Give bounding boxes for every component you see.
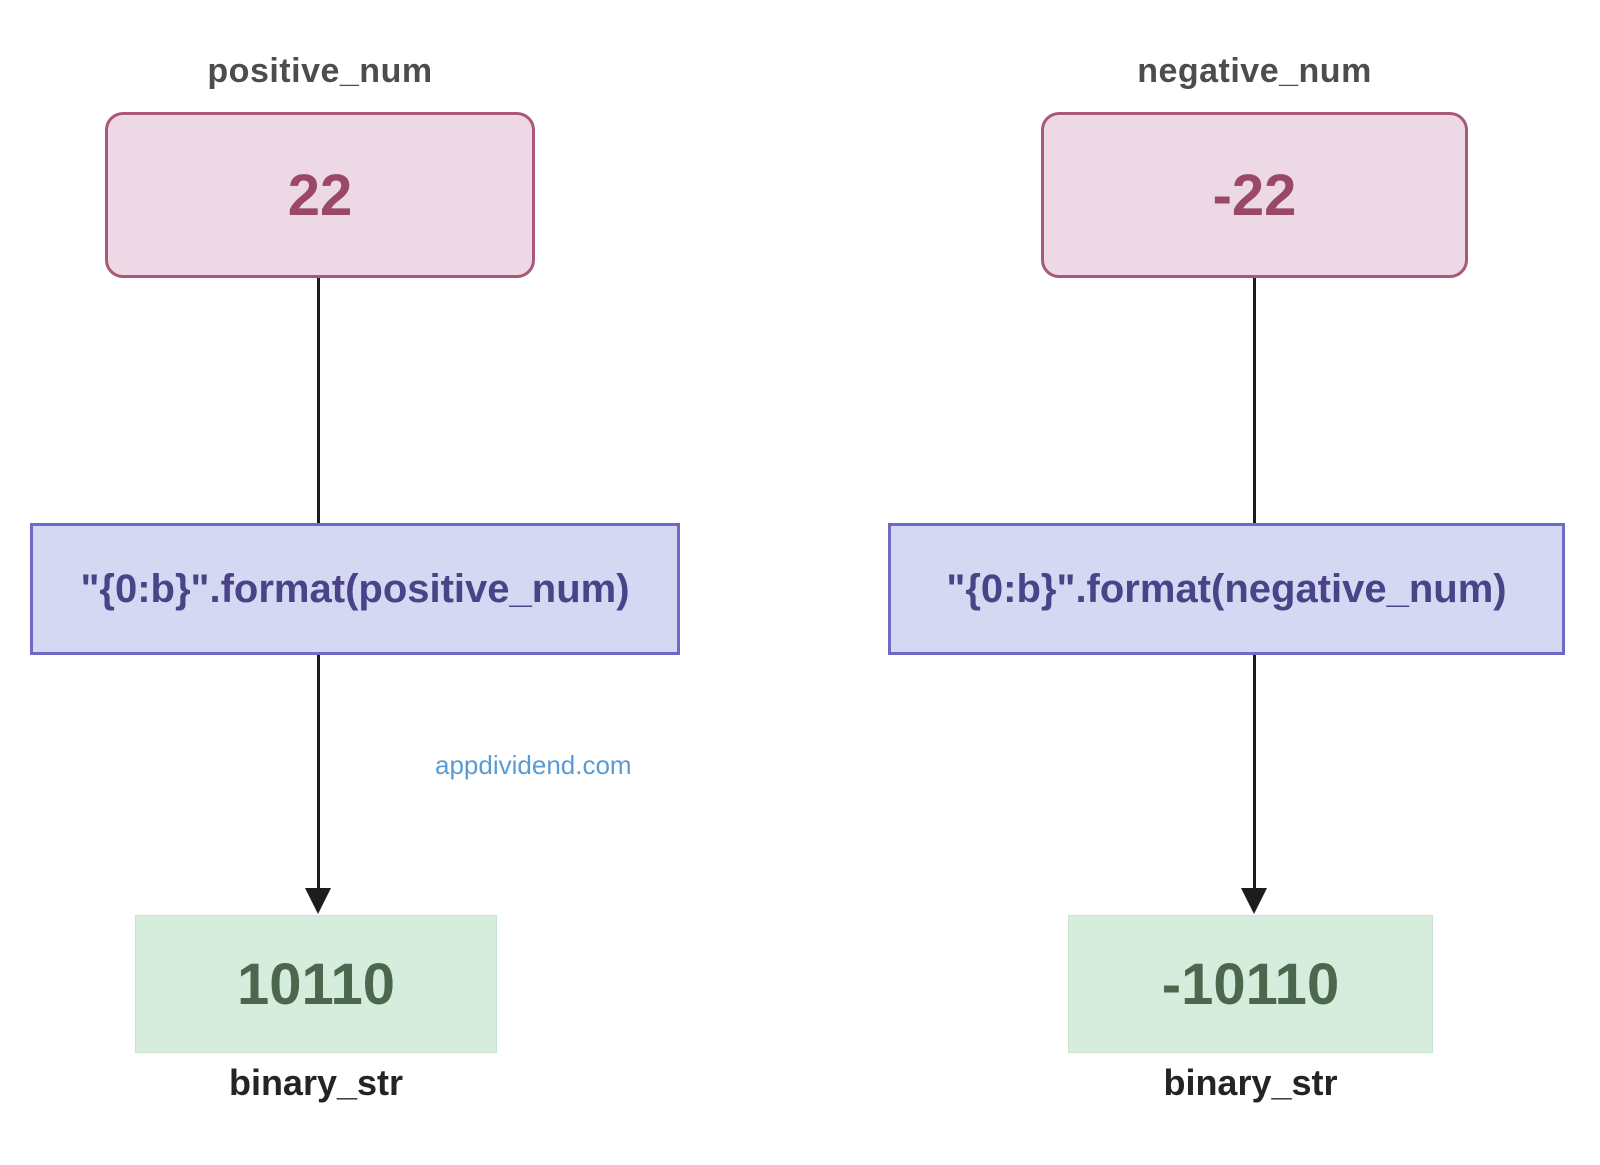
output-variable-label: binary_str [1163, 1062, 1338, 1103]
output-value-node: -10110 [1068, 915, 1433, 1053]
connector-line [1253, 278, 1256, 523]
input-value-text: -22 [1212, 162, 1297, 228]
input-value-text: 22 [287, 162, 353, 228]
format-code-node: "{0:b}".format(negative_num) [888, 523, 1565, 655]
output-value-text: -10110 [1161, 951, 1340, 1017]
output-value-text: 10110 [236, 951, 396, 1017]
format-code-node: "{0:b}".format(positive_num) [30, 523, 680, 655]
arrowhead-icon [1241, 888, 1267, 914]
connector-line [1253, 655, 1256, 889]
connector-line [317, 278, 320, 523]
input-value-node: 22 [105, 112, 535, 278]
arrowhead-icon [305, 888, 331, 914]
input-variable-label: positive_num [207, 52, 433, 90]
connector-line [317, 655, 320, 889]
format-code-text: "{0:b}".format(negative_num) [946, 566, 1507, 611]
format-code-text: "{0:b}".format(positive_num) [80, 566, 630, 611]
input-value-node: -22 [1041, 112, 1468, 278]
output-value-node: 10110 [135, 915, 497, 1053]
watermark-text: appdividend.com [435, 750, 632, 780]
input-variable-label: negative_num [1137, 52, 1372, 90]
output-variable-label: binary_str [228, 1062, 404, 1103]
